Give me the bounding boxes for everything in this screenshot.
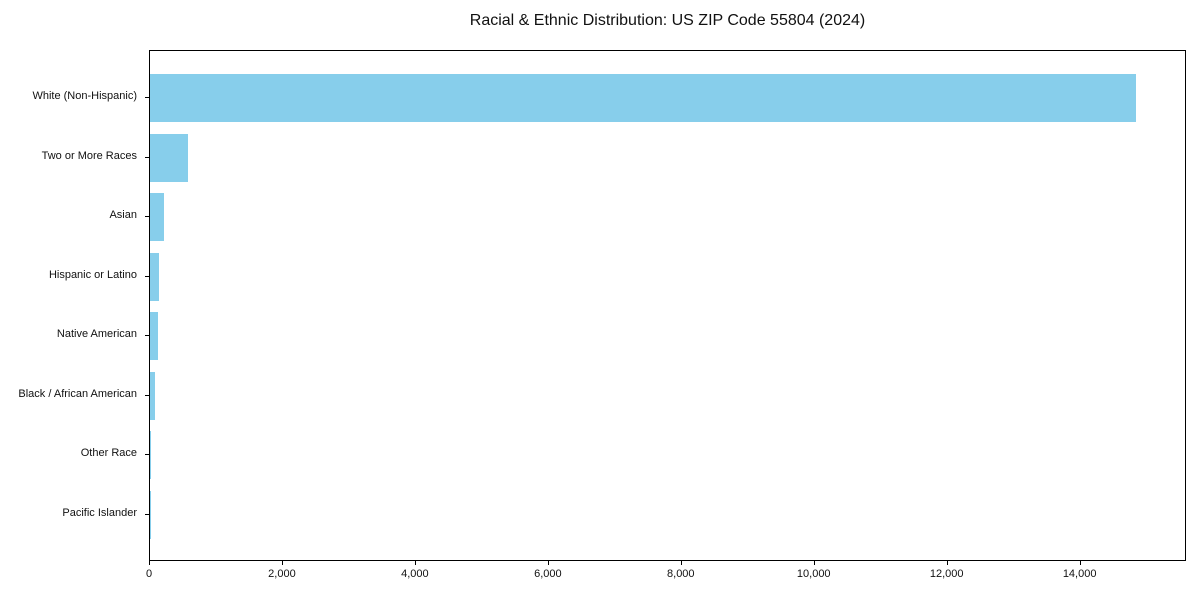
chart-title: Racial & Ethnic Distribution: US ZIP Cod…	[469, 12, 866, 29]
bar-native-american	[150, 312, 158, 361]
x-tick-label: 4,000	[401, 568, 429, 580]
x-tick-label: 12,000	[929, 568, 964, 580]
x-axis-tick	[946, 561, 948, 565]
y-tick-label: Two or More Races	[41, 149, 137, 162]
y-tick-label: White (Non-Hispanic)	[32, 90, 137, 102]
x-tick-label: 6,000	[534, 568, 562, 580]
y-tick-label: Pacific Islander	[62, 507, 137, 519]
x-tick-label: 0	[145, 568, 153, 580]
x-tick-label: 2,000	[268, 568, 296, 580]
bar-other-race	[150, 431, 151, 480]
x-axis-tick	[680, 561, 682, 565]
bar-asian	[150, 193, 164, 242]
bar-black-african-american	[150, 371, 155, 420]
y-tick-label: Hispanic or Latino	[48, 268, 137, 281]
plot-area	[149, 50, 1186, 561]
x-axis-tick	[547, 561, 549, 565]
y-tick-label: Native American	[56, 328, 137, 341]
x-axis-tick	[414, 561, 416, 565]
y-tick-label: Other Race	[80, 447, 137, 460]
x-tick-label: 14,000	[1062, 568, 1097, 580]
x-tick-label: 10,000	[796, 568, 831, 580]
x-axis-tick	[1079, 561, 1081, 565]
bar-two-or-more-races	[150, 133, 188, 182]
bar-white-non-hispanic-	[150, 74, 1137, 122]
x-axis-tick	[149, 561, 150, 565]
x-axis-tick	[813, 561, 815, 565]
y-tick-label: Black / African American	[18, 387, 137, 400]
y-tick-label: Asian	[109, 209, 137, 222]
x-axis-tick	[281, 561, 283, 565]
bar-hispanic-or-latino	[150, 252, 160, 301]
x-tick-label: 8,000	[667, 568, 695, 580]
